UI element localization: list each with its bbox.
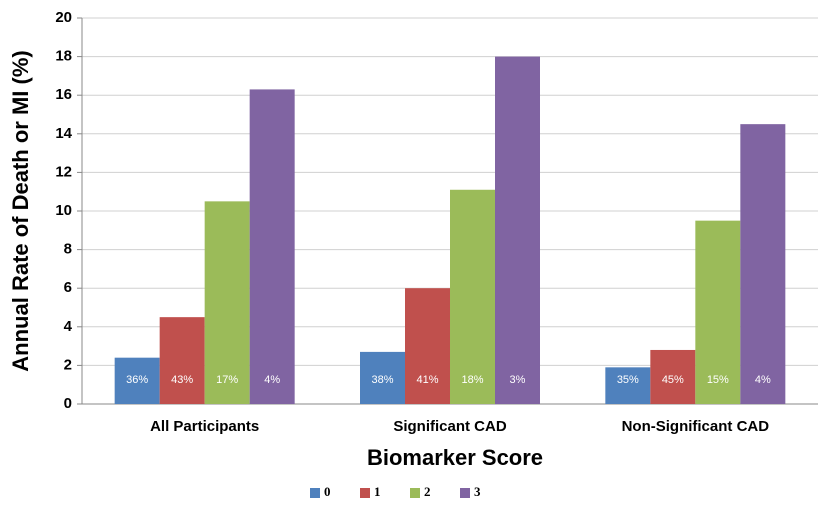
bar-label: 36% — [126, 374, 148, 386]
bar-label: 4% — [755, 374, 771, 386]
legend-swatch — [310, 488, 320, 498]
y-tick-label: 6 — [64, 279, 72, 296]
bar — [450, 189, 495, 404]
y-tick-label: 18 — [55, 48, 72, 65]
bar-label: 17% — [216, 374, 238, 386]
bar — [159, 317, 205, 404]
bar — [695, 220, 741, 404]
y-tick-label: 4 — [64, 318, 73, 335]
y-tick-label: 2 — [64, 356, 72, 373]
bar — [204, 201, 250, 404]
bar — [405, 288, 450, 404]
bar — [605, 367, 651, 404]
y-tick-label: 10 — [55, 202, 72, 219]
legend-label: 1 — [374, 484, 381, 499]
y-tick-label: 14 — [55, 125, 72, 142]
y-axis-title: Annual Rate of Death or MI (%) — [8, 50, 33, 371]
bar-label: 41% — [416, 374, 438, 386]
y-tick-label: 16 — [55, 86, 72, 103]
bar — [740, 124, 786, 405]
legend-label: 2 — [424, 484, 431, 499]
bar-label: 38% — [371, 374, 393, 386]
bar — [360, 351, 405, 404]
bar — [249, 89, 295, 404]
x-tick-label: All Participants — [150, 418, 259, 435]
legend-swatch — [360, 488, 370, 498]
y-tick-label: 0 — [64, 395, 72, 412]
bar-label: 43% — [171, 374, 193, 386]
bar-label: 3% — [510, 374, 526, 386]
y-tick-label: 20 — [55, 9, 72, 26]
bar — [114, 357, 160, 404]
bar-label: 4% — [264, 374, 280, 386]
y-tick-label: 8 — [64, 241, 72, 258]
bar-label: 35% — [617, 374, 639, 386]
x-axis-title: Biomarker Score — [367, 445, 543, 470]
y-tick-label: 12 — [55, 163, 72, 180]
legend-swatch — [460, 488, 470, 498]
bar — [495, 56, 540, 404]
bar-label: 15% — [707, 374, 729, 386]
legend-swatch — [410, 488, 420, 498]
legend-label: 0 — [324, 484, 331, 499]
bar-label: 45% — [662, 374, 684, 386]
bar — [650, 349, 696, 404]
legend-label: 3 — [474, 484, 481, 499]
x-tick-label: Non-Significant CAD — [622, 418, 770, 435]
bar-label: 18% — [461, 374, 483, 386]
x-tick-label: Significant CAD — [393, 418, 507, 435]
